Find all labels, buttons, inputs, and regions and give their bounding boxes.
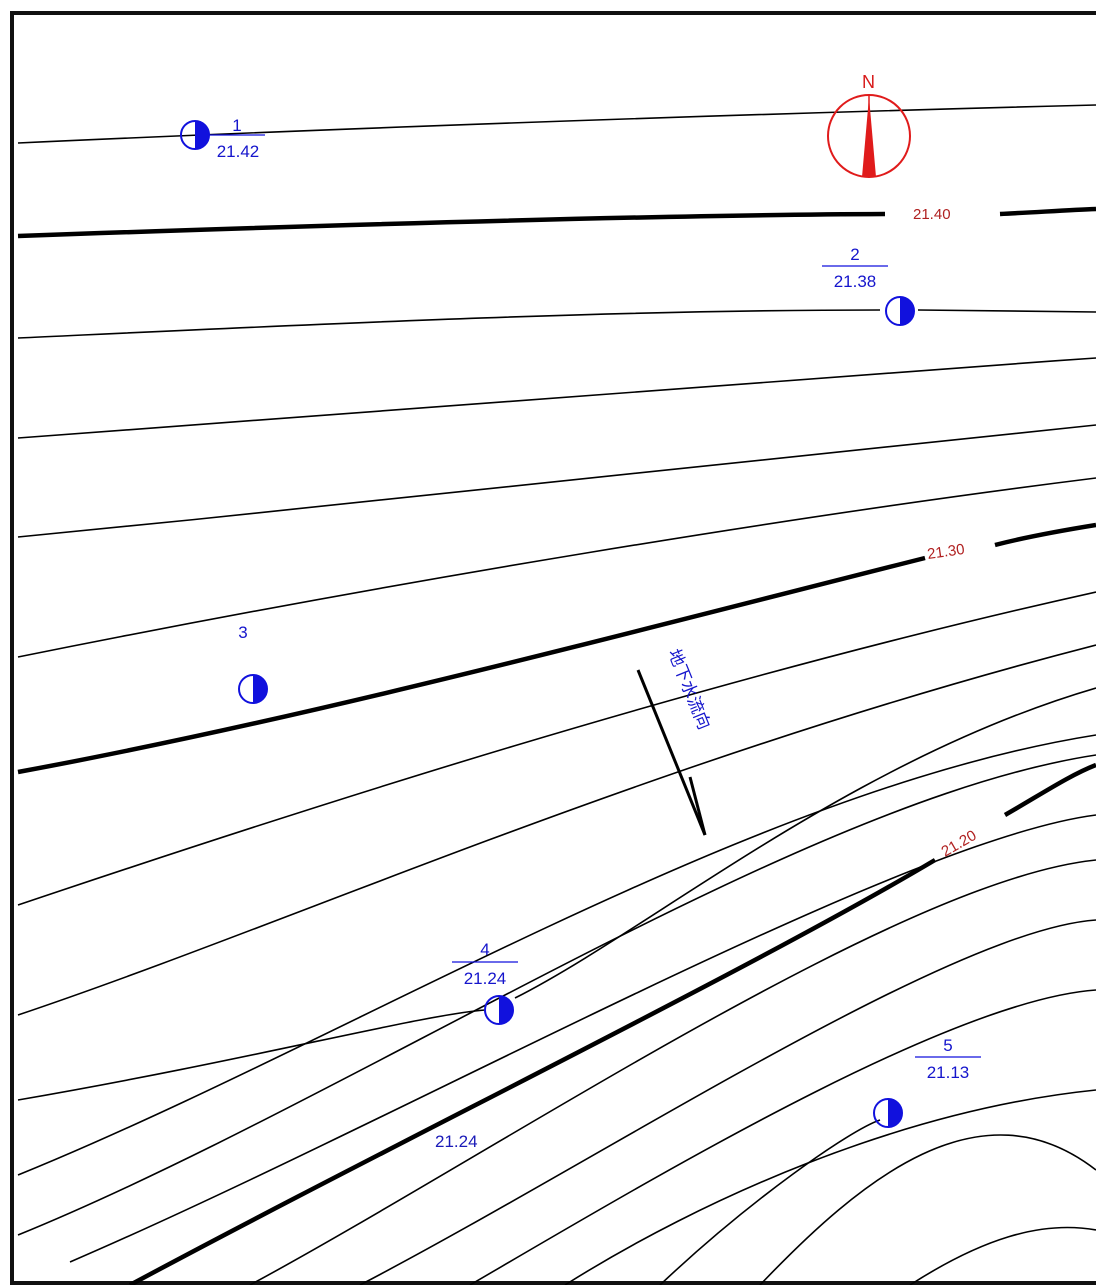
north-arrow-icon: N bbox=[827, 72, 911, 178]
contour-value-label: 21.24 bbox=[435, 1132, 478, 1151]
contour-line bbox=[17, 357, 1096, 439]
contour-line bbox=[69, 814, 1096, 1263]
well-number: 1 bbox=[232, 116, 241, 135]
flow-direction-arrow-icon: 地下水流向 bbox=[636, 646, 714, 836]
well-3: 3 bbox=[238, 623, 268, 704]
contour-label: 21.20 bbox=[939, 827, 980, 860]
well-number: 4 bbox=[480, 940, 489, 959]
contour-line bbox=[659, 1119, 881, 1285]
well-level: 21.42 bbox=[217, 142, 260, 161]
contour-line bbox=[17, 1009, 486, 1101]
contour-line bbox=[564, 1089, 1096, 1285]
well-number: 3 bbox=[238, 623, 247, 642]
contour-line bbox=[17, 477, 1096, 658]
index-contour-21-30 bbox=[17, 555, 926, 775]
well-level: 21.24 bbox=[464, 969, 507, 988]
contour-label: 21.30 bbox=[926, 541, 966, 563]
contour-line bbox=[17, 104, 1096, 144]
contour-line bbox=[359, 919, 1096, 1285]
contour-line bbox=[17, 754, 1096, 1236]
well-number: 2 bbox=[850, 245, 859, 264]
index-contour-21-20 bbox=[128, 858, 937, 1285]
well-4: 4 21.24 bbox=[452, 940, 518, 1025]
index-contour-21-40 bbox=[17, 211, 886, 239]
map-frame bbox=[10, 11, 1096, 1285]
contour-line bbox=[17, 309, 881, 339]
flow-direction-label: 地下水流向 bbox=[664, 646, 713, 732]
compass-north-letter: N bbox=[862, 72, 875, 92]
contour-line bbox=[17, 644, 1096, 1016]
well-level: 21.38 bbox=[834, 272, 877, 291]
contour-line bbox=[917, 309, 1096, 313]
index-contour-lines bbox=[17, 206, 1096, 1285]
well-5: 5 21.13 bbox=[873, 1036, 981, 1128]
contour-lines bbox=[17, 104, 1096, 1285]
contour-line bbox=[17, 734, 1096, 1176]
contour-line bbox=[909, 1226, 1096, 1285]
contour-label: 21.40 bbox=[913, 206, 951, 223]
index-contour-21-40 bbox=[999, 206, 1096, 217]
index-contour-21-20 bbox=[1003, 762, 1096, 817]
well-1: 1 21.42 bbox=[180, 116, 265, 161]
contour-line bbox=[17, 591, 1096, 906]
contour-line bbox=[759, 1134, 1096, 1285]
contour-line bbox=[469, 989, 1096, 1285]
contour-line bbox=[514, 687, 1096, 999]
well-number: 5 bbox=[943, 1036, 952, 1055]
well-level: 21.13 bbox=[927, 1063, 970, 1082]
contour-line bbox=[17, 424, 1096, 538]
well-2: 2 21.38 bbox=[822, 245, 915, 326]
index-contour-21-30 bbox=[994, 522, 1096, 548]
contour-line bbox=[249, 859, 1096, 1285]
